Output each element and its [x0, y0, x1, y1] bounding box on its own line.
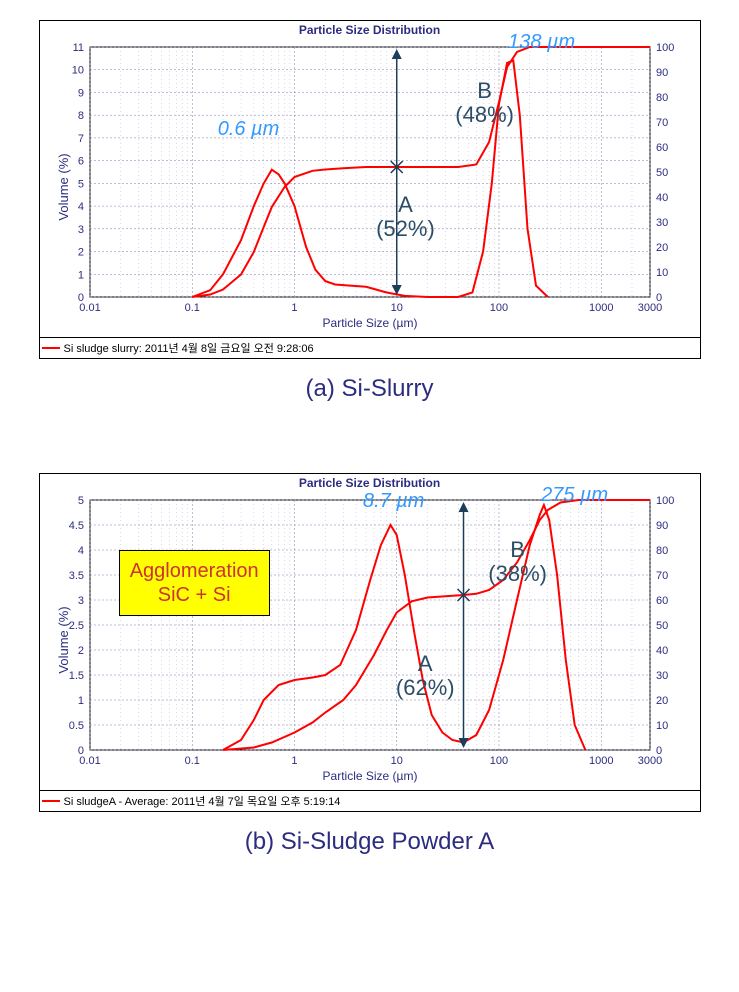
svg-text:0: 0 [656, 292, 662, 304]
plot-svg-a: 0.010.1110100100030000123456789101101020… [40, 37, 700, 337]
svg-text:10: 10 [71, 65, 83, 77]
svg-text:40: 40 [656, 192, 668, 204]
svg-text:10: 10 [390, 755, 402, 767]
svg-text:11: 11 [72, 42, 83, 54]
plot-svg-b: 0.010.11101001000300000.511.522.533.544.… [40, 490, 700, 790]
svg-text:80: 80 [656, 545, 668, 557]
svg-text:3.5: 3.5 [68, 570, 83, 582]
svg-text:50: 50 [656, 620, 668, 632]
legend-swatch-a [42, 347, 60, 349]
svg-text:7: 7 [77, 133, 83, 145]
peak2-label-a: 138 µm [508, 31, 575, 54]
svg-text:8: 8 [77, 110, 83, 122]
regionB-label-a: B(48%) [455, 79, 514, 127]
svg-text:30: 30 [656, 217, 668, 229]
legend-text-a: Si sludge slurry: 2011년 4월 8일 금요일 오전 9:2… [64, 340, 314, 356]
svg-text:2: 2 [77, 645, 83, 657]
svg-text:60: 60 [656, 595, 668, 607]
svg-text:0: 0 [77, 745, 83, 757]
svg-text:4.5: 4.5 [68, 520, 83, 532]
svg-text:3: 3 [77, 224, 83, 236]
svg-text:1000: 1000 [588, 755, 612, 767]
svg-text:0: 0 [656, 745, 662, 757]
svg-text:9: 9 [77, 87, 83, 99]
svg-text:0.1: 0.1 [184, 302, 199, 314]
svg-text:4: 4 [77, 545, 83, 557]
svg-text:90: 90 [656, 67, 668, 79]
svg-text:5: 5 [77, 178, 83, 190]
svg-text:10: 10 [656, 720, 668, 732]
svg-text:0: 0 [77, 292, 83, 304]
chart-panel-a: Particle Size Distribution Volume (%) 0.… [39, 20, 701, 359]
svg-text:100: 100 [656, 42, 674, 54]
svg-text:0.5: 0.5 [68, 720, 83, 732]
svg-text:10: 10 [390, 302, 402, 314]
legend-swatch-b [42, 800, 60, 802]
svg-text:30: 30 [656, 670, 668, 682]
peak2-label-b: 275 µm [541, 484, 608, 507]
svg-text:2: 2 [77, 247, 83, 259]
svg-text:100: 100 [656, 495, 674, 507]
legend-b: Si sludgeA - Average: 2011년 4월 7일 목요일 오후… [40, 790, 700, 811]
plot-wrap-b: Volume (%) 0.010.11101001000300000.511.5… [40, 490, 700, 790]
svg-text:4: 4 [77, 201, 83, 213]
svg-text:100: 100 [489, 755, 507, 767]
peak1-label-a: 0.6 µm [218, 118, 280, 141]
regionB-label-b: B(38%) [488, 538, 547, 586]
ylabel-b: Volume (%) [56, 606, 71, 673]
chart-title-a: Particle Size Distribution [40, 21, 700, 37]
svg-text:70: 70 [656, 570, 668, 582]
chart-panel-b: Particle Size Distribution Volume (%) 0.… [39, 473, 701, 812]
svg-text:0.1: 0.1 [184, 755, 199, 767]
svg-text:20: 20 [656, 242, 668, 254]
svg-text:Particle Size (µm): Particle Size (µm) [322, 316, 417, 330]
peak1-label-b: 8.7 µm [363, 490, 425, 513]
svg-text:90: 90 [656, 520, 668, 532]
caption-b: (b) Si-Sludge Powder A [20, 828, 719, 856]
highlight-box-b: AgglomerationSiC + Si [119, 550, 270, 616]
svg-text:50: 50 [656, 167, 668, 179]
caption-a: (a) Si-Slurry [20, 375, 719, 403]
svg-text:80: 80 [656, 92, 668, 104]
svg-text:20: 20 [656, 695, 668, 707]
svg-text:40: 40 [656, 645, 668, 657]
svg-text:100: 100 [489, 302, 507, 314]
svg-text:10: 10 [656, 267, 668, 279]
svg-text:Particle Size (µm): Particle Size (µm) [322, 769, 417, 783]
svg-text:3: 3 [77, 595, 83, 607]
svg-text:1000: 1000 [588, 302, 612, 314]
legend-a: Si sludge slurry: 2011년 4월 8일 금요일 오전 9:2… [40, 337, 700, 358]
svg-text:5: 5 [77, 495, 83, 507]
svg-text:6: 6 [77, 156, 83, 168]
svg-text:60: 60 [656, 142, 668, 154]
ylabel-a: Volume (%) [56, 153, 71, 220]
svg-text:1: 1 [291, 755, 297, 767]
svg-text:70: 70 [656, 117, 668, 129]
regionA-label-b: A(62%) [396, 652, 455, 700]
plot-wrap-a: Volume (%) 0.010.11101001000300001234567… [40, 37, 700, 337]
svg-text:1: 1 [77, 695, 83, 707]
svg-text:1: 1 [77, 269, 83, 281]
svg-text:1: 1 [291, 302, 297, 314]
regionA-label-a: A(52%) [376, 193, 435, 241]
legend-text-b: Si sludgeA - Average: 2011년 4월 7일 목요일 오후… [64, 793, 341, 809]
